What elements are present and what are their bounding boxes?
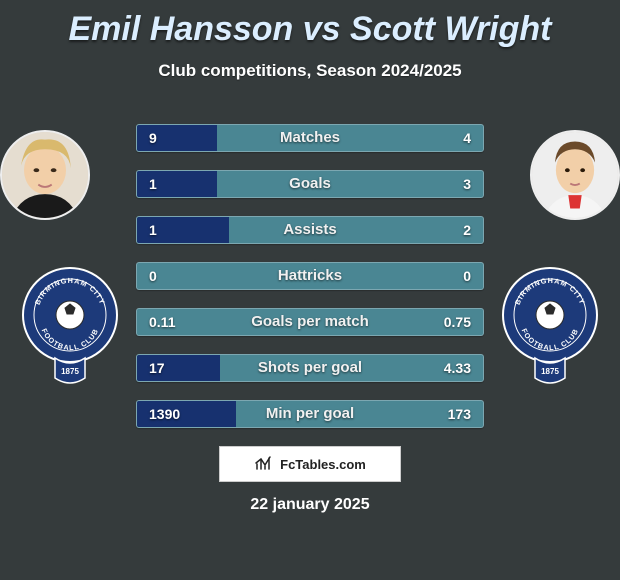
player-left-avatar: [0, 130, 90, 220]
stat-row: 00Hattricks: [136, 262, 484, 290]
brand-logo-icon: [254, 454, 274, 474]
subtitle: Club competitions, Season 2024/2025: [0, 61, 620, 81]
player-right-avatar: [530, 130, 620, 220]
player-left-club-crest: BIRMINGHAM CITY FOOTBALL CLUB 1875: [20, 260, 120, 390]
footer-brand-text: FcTables.com: [280, 457, 366, 472]
player-right-club-crest: BIRMINGHAM CITY FOOTBALL CLUB 1875: [500, 260, 600, 390]
stat-row: 0.110.75Goals per match: [136, 308, 484, 336]
stat-label: Min per goal: [137, 401, 483, 427]
svg-text:1875: 1875: [61, 367, 79, 376]
stat-row: 12Assists: [136, 216, 484, 244]
comparison-bars: 94Matches 13Goals 12Assists 00Hattricks 0.11…: [136, 124, 484, 446]
stat-label: Goals: [137, 171, 483, 197]
svg-text:1875: 1875: [541, 367, 559, 376]
stat-label: Matches: [137, 125, 483, 151]
stat-label: Assists: [137, 217, 483, 243]
stat-label: Shots per goal: [137, 355, 483, 381]
stat-row: 174.33Shots per goal: [136, 354, 484, 382]
stat-row: 13Goals: [136, 170, 484, 198]
footer-brand-box: FcTables.com: [219, 446, 401, 482]
stat-row: 1390173Min per goal: [136, 400, 484, 428]
stat-label: Hattricks: [137, 263, 483, 289]
stat-label: Goals per match: [137, 309, 483, 335]
stat-row: 94Matches: [136, 124, 484, 152]
page-title: Emil Hansson vs Scott Wright: [0, 0, 620, 49]
footer-date: 22 january 2025: [0, 496, 620, 514]
